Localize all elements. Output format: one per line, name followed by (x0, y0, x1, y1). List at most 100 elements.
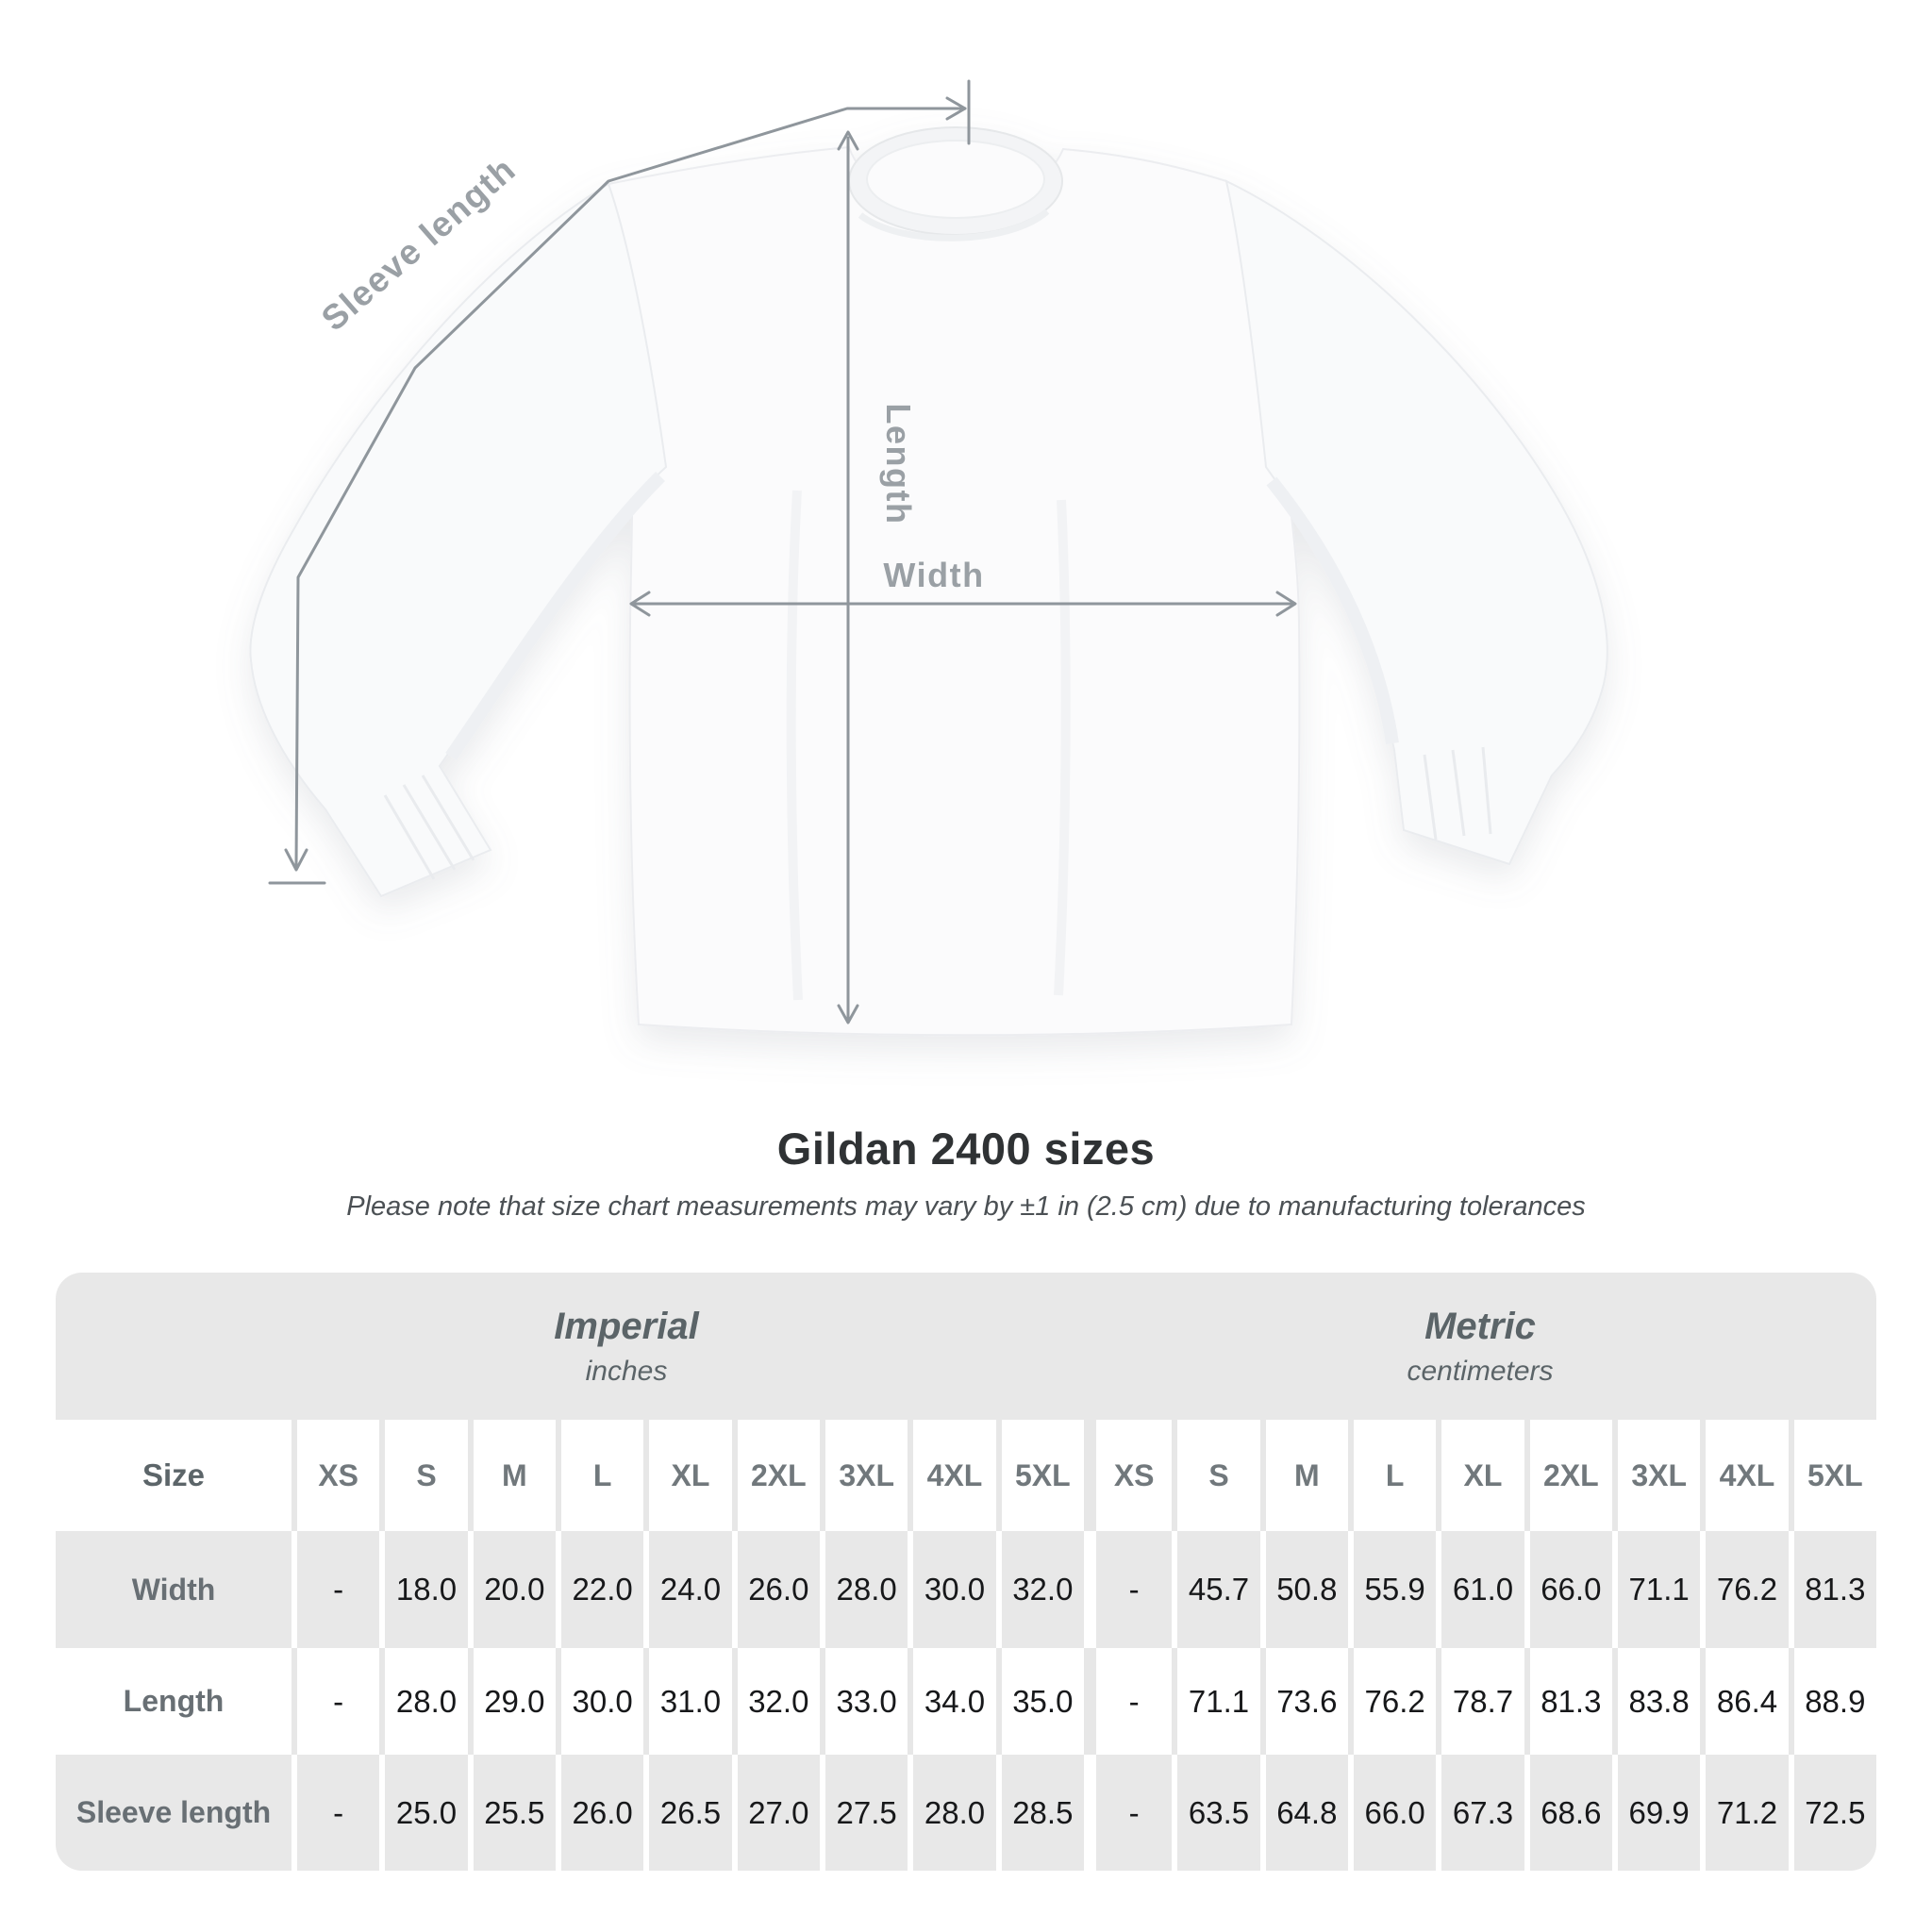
page-title: Gildan 2400 sizes (776, 1124, 1156, 1174)
size-header-cell: XS (291, 1420, 380, 1531)
left-sleeve-fold (445, 472, 665, 760)
value-cell: 28.0 (908, 1755, 996, 1871)
size-header-cell: S (1172, 1420, 1260, 1531)
size-header-cell: 3XL (1612, 1420, 1701, 1531)
value-cell: 55.9 (1348, 1531, 1437, 1648)
value-cell: - (1084, 1648, 1173, 1755)
length-label: Length (879, 404, 918, 525)
width-label: Width (883, 556, 984, 594)
value-cell: 34.0 (908, 1648, 996, 1755)
value-cell: 26.5 (643, 1755, 732, 1871)
value-cell: 69.9 (1612, 1755, 1701, 1871)
size-header-cell: XS (1084, 1420, 1173, 1531)
value-cell: - (1084, 1755, 1173, 1871)
size-header-cell: M (467, 1420, 556, 1531)
imperial-label: Imperial (554, 1305, 699, 1347)
collar-inner (866, 140, 1045, 219)
sleeve-length-arrow-down (284, 848, 308, 872)
value-cell: 81.3 (1788, 1531, 1876, 1648)
left-cuff-rib (383, 774, 475, 880)
value-cell: 83.8 (1612, 1648, 1701, 1755)
value-cell: 30.0 (556, 1648, 644, 1755)
value-cell: 66.0 (1348, 1755, 1437, 1871)
sleeve-length-arrow-right (945, 96, 967, 121)
value-cell: 71.1 (1172, 1648, 1260, 1755)
body-fold (786, 490, 803, 1001)
length-arrow-up (837, 130, 859, 151)
size-header-cell: 4XL (908, 1420, 996, 1531)
value-cell: 68.6 (1524, 1755, 1612, 1871)
sleeve-length-line (294, 107, 967, 868)
value-cell: 72.5 (1788, 1755, 1876, 1871)
value-cell: 32.0 (731, 1648, 820, 1755)
value-cell: 27.5 (820, 1755, 908, 1871)
size-header-cell: 4XL (1700, 1420, 1789, 1531)
row-label-cell: Width (56, 1531, 291, 1648)
value-cell: - (291, 1531, 380, 1648)
value-cell: 86.4 (1700, 1648, 1789, 1755)
value-cell: 73.6 (1259, 1648, 1348, 1755)
size-header-cell: 2XL (731, 1420, 820, 1531)
value-cell: 67.3 (1436, 1755, 1524, 1871)
value-cell: 28.0 (379, 1648, 468, 1755)
size-header-cell: XL (643, 1420, 732, 1531)
size-header-cell: L (1348, 1420, 1437, 1531)
value-cell: 35.0 (995, 1648, 1084, 1755)
value-cell: 29.0 (467, 1648, 556, 1755)
size-corner-label: Size (56, 1420, 291, 1531)
value-cell: 71.1 (1612, 1531, 1701, 1648)
metric-label: Metric (1424, 1305, 1536, 1347)
value-cell: 18.0 (379, 1531, 468, 1648)
value-cell: 30.0 (908, 1531, 996, 1648)
right-cuff-rib (1423, 746, 1492, 841)
shirt-left-sleeve (249, 182, 668, 898)
size-header-cell: S (379, 1420, 468, 1531)
value-cell: 63.5 (1172, 1755, 1260, 1871)
imperial-unit: inches (585, 1355, 668, 1387)
collar-shadow (858, 208, 1050, 242)
title-block: Gildan 2400 sizes Please note that size … (0, 1123, 1932, 1223)
row-label-cell: Length (56, 1648, 291, 1755)
value-cell: 27.0 (731, 1755, 820, 1871)
value-cell: 26.0 (556, 1755, 644, 1871)
size-header-cell: M (1259, 1420, 1348, 1531)
value-cell: 20.0 (467, 1531, 556, 1648)
unit-group-imperial: Imperial inches (56, 1273, 1084, 1420)
value-cell: - (291, 1648, 380, 1755)
size-header-cell: 5XL (1788, 1420, 1876, 1531)
body-fold (1054, 499, 1071, 996)
value-cell: 76.2 (1348, 1648, 1437, 1755)
value-cell: 66.0 (1524, 1531, 1612, 1648)
size-chart-table: Imperial inches Metric centimeters Size X… (56, 1273, 1876, 1871)
shirt-diagram: Sleeve length Length Width (249, 79, 1608, 1037)
right-sleeve-fold (1266, 476, 1399, 745)
size-header-cell: 2XL (1524, 1420, 1612, 1531)
size-grid: Size XS S M L XL 2XL 3XL 4XL 5XL XS S M L XL 2XL 3XL 4XL 5… (56, 1420, 1876, 1871)
value-cell: 31.0 (643, 1648, 732, 1755)
length-arrow-down (837, 1004, 859, 1024)
shirt-right-sleeve (1224, 179, 1608, 866)
value-cell: 28.5 (995, 1755, 1084, 1871)
value-cell: 28.0 (820, 1531, 908, 1648)
value-cell: 71.2 (1700, 1755, 1789, 1871)
value-cell: 88.9 (1788, 1648, 1876, 1755)
metric-unit: centimeters (1407, 1355, 1554, 1387)
size-header-cell: 3XL (820, 1420, 908, 1531)
size-header-cell: XL (1436, 1420, 1524, 1531)
value-cell: 26.0 (731, 1531, 820, 1648)
width-arrow-left (629, 591, 651, 617)
value-cell: 25.5 (467, 1755, 556, 1871)
value-cell: 81.3 (1524, 1648, 1612, 1755)
value-cell: 61.0 (1436, 1531, 1524, 1648)
value-cell: 76.2 (1700, 1531, 1789, 1648)
value-cell: 45.7 (1172, 1531, 1260, 1648)
value-cell: 32.0 (995, 1531, 1084, 1648)
value-cell: - (1084, 1531, 1173, 1648)
value-cell: 25.0 (379, 1755, 468, 1871)
size-header-cell: 5XL (995, 1420, 1084, 1531)
unit-group-metric: Metric centimeters (1084, 1273, 1876, 1420)
row-label-cell: Sleeve length (56, 1755, 291, 1871)
value-cell: 33.0 (820, 1648, 908, 1755)
value-cell: 22.0 (556, 1531, 644, 1648)
